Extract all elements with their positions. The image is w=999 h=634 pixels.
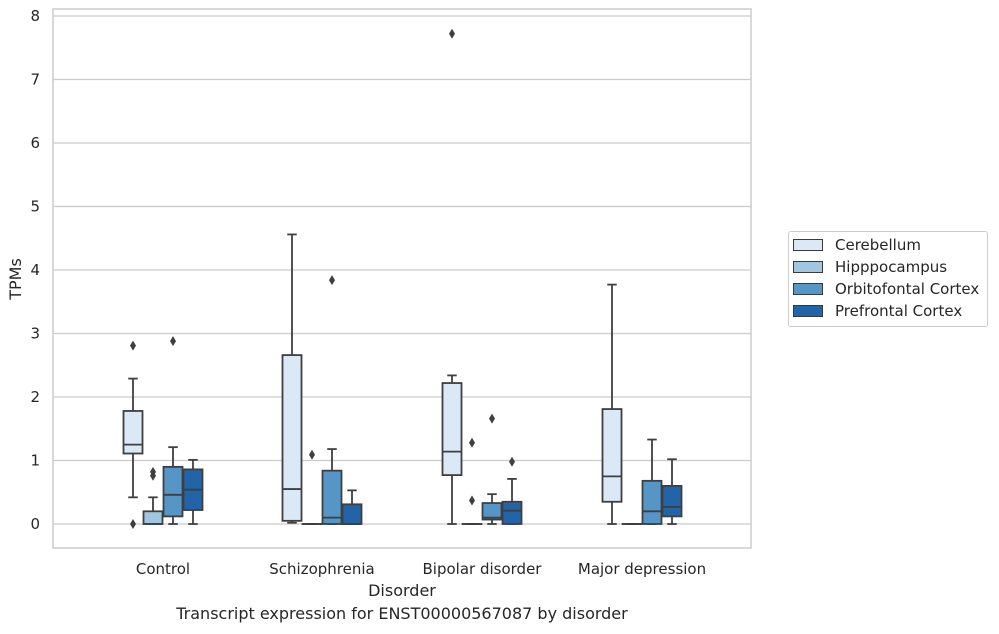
legend-item-hippocampus: Hipppocampus <box>793 256 947 278</box>
box <box>281 354 303 522</box>
box <box>641 479 663 525</box>
x-axis-title: Disorder <box>368 581 436 600</box>
y-tick-label: 5 <box>30 198 40 216</box>
outlier-point <box>489 413 495 424</box>
outlier-point <box>130 519 136 529</box>
outlier-point <box>449 28 455 39</box>
y-tick-label: 8 <box>30 7 40 25</box>
legend-label-prefrontal-cortex: Prefrontal Cortex <box>835 302 963 320</box>
grid-lines <box>53 15 751 525</box>
y-tick-label: 7 <box>30 71 40 89</box>
legend-item-orbitofrontal-cortex: Orbitofontal Cortex <box>793 278 979 300</box>
y-tick-label: 1 <box>30 452 40 470</box>
plot-frame <box>52 8 752 549</box>
box-group <box>601 283 623 525</box>
box-group <box>641 438 663 525</box>
box <box>661 484 683 518</box>
box <box>341 503 363 525</box>
box-group <box>661 458 683 525</box>
y-tick-label: 4 <box>30 261 40 279</box>
legend-label-cerebellum: Cerebellum <box>835 236 921 254</box>
box-group <box>122 340 144 529</box>
outlier-point <box>130 340 136 351</box>
outlier-point <box>469 495 475 506</box>
box <box>122 410 144 455</box>
box-group <box>142 466 164 525</box>
chart-caption: Transcript expression for ENST0000056708… <box>176 604 628 623</box>
legend-item-cerebellum: Cerebellum <box>793 234 921 256</box>
x-tick-label: Control <box>136 560 190 578</box>
box-group <box>321 275 343 525</box>
box <box>162 465 184 518</box>
legend-swatch-cerebellum <box>793 239 823 251</box>
box <box>142 510 164 525</box>
outlier-point <box>309 449 315 460</box>
legend-swatch-orbitofrontal-cortex <box>793 283 823 295</box>
box-group <box>162 336 184 525</box>
y-tick-label: 2 <box>30 388 40 406</box>
box-marks <box>122 28 683 529</box>
box <box>441 382 463 477</box>
legend-swatch-hippocampus <box>793 261 823 273</box>
outlier-point <box>469 437 475 448</box>
legend-swatch-prefrontal-cortex <box>793 305 823 317</box>
box <box>601 408 623 503</box>
box <box>501 500 523 525</box>
box-group <box>301 449 323 525</box>
box <box>321 469 343 525</box>
tick-labels: 0 1 2 3 4 5 6 7 8 Control Schizophrenia Bipolar dis… <box>30 7 706 578</box>
box-group <box>441 28 463 525</box>
box <box>481 502 503 521</box>
box-group <box>341 489 363 525</box>
outlier-point <box>170 336 176 347</box>
x-tick-label: Major depression <box>578 560 706 578</box>
y-tick-label: 0 <box>30 515 40 533</box>
legend-label-hippocampus: Hipppocampus <box>835 258 948 276</box>
outlier-point <box>329 275 335 286</box>
box-group <box>182 458 204 525</box>
box-group <box>281 233 303 524</box>
box-group <box>481 413 503 525</box>
y-axis-title: TPMs <box>6 258 25 301</box>
x-tick-label: Bipolar disorder <box>423 560 543 578</box>
legend-label-orbitofrontal-cortex: Orbitofontal Cortex <box>835 280 980 298</box>
box-group <box>501 456 523 525</box>
y-tick-label: 3 <box>30 325 40 343</box>
outlier-point <box>509 456 515 467</box>
x-tick-label: Schizophrenia <box>269 560 374 578</box>
legend-item-prefrontal-cortex: Prefrontal Cortex <box>793 300 962 322</box>
outlier-point <box>150 470 156 481</box>
y-tick-label: 6 <box>30 134 40 152</box>
legend: Cerebellum Hipppocampus Orbitofontal Cor… <box>788 231 988 327</box>
box-group <box>461 437 483 525</box>
